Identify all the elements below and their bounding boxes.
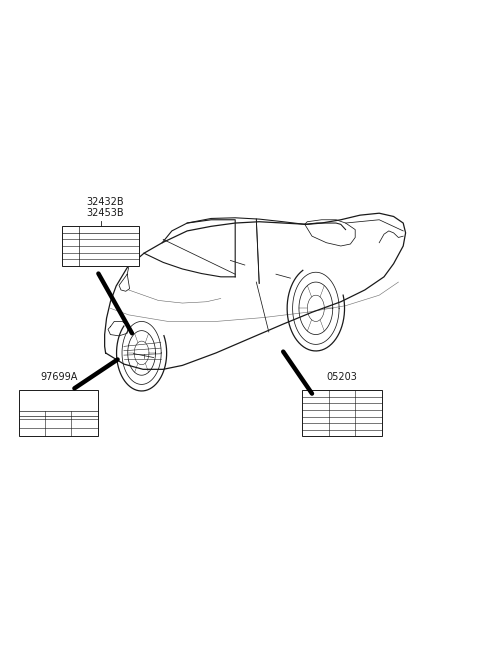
Bar	[302, 390, 382, 436]
Text: 32453B: 32453B	[86, 209, 123, 218]
Bar	[19, 390, 98, 436]
Text: 05203: 05203	[326, 373, 358, 382]
Text: 32432B: 32432B	[86, 197, 123, 207]
Text: 97699A: 97699A	[40, 373, 77, 382]
Bar	[62, 226, 139, 266]
